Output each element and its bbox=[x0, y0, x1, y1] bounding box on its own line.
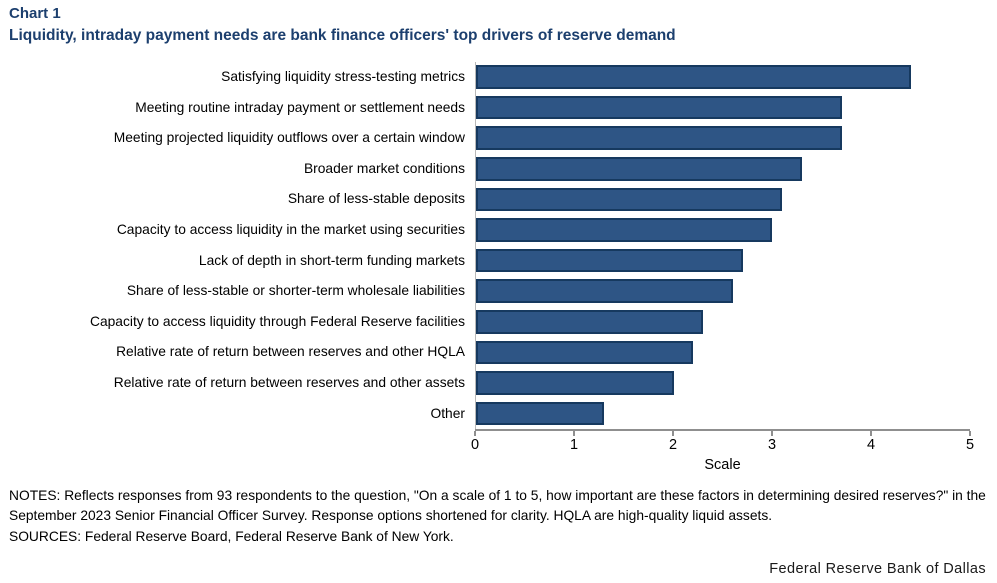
bar-row: Relative rate of return between reserves… bbox=[9, 337, 988, 368]
x-axis-tick bbox=[474, 430, 476, 436]
x-axis-tick-label: 2 bbox=[668, 436, 678, 453]
bar-track bbox=[475, 337, 970, 368]
bar-track bbox=[475, 306, 970, 338]
bar-row: Meeting routine intraday payment or sett… bbox=[9, 92, 988, 123]
bar-track bbox=[475, 275, 970, 307]
bar-row: Other bbox=[9, 398, 988, 429]
bar bbox=[476, 126, 842, 150]
x-axis-tick bbox=[573, 430, 575, 436]
chart-title: Liquidity, intraday payment needs are ba… bbox=[9, 26, 676, 44]
bar-rows: Satisfying liquidity stress-testing metr… bbox=[9, 61, 988, 429]
x-axis-tick bbox=[771, 430, 773, 436]
category-label: Meeting projected liquidity outflows ove… bbox=[113, 130, 465, 146]
x-axis-tick bbox=[969, 430, 971, 436]
bar-row: Capacity to access liquidity through Fed… bbox=[9, 306, 988, 338]
x-axis-tick-label: 4 bbox=[866, 436, 876, 453]
x-axis-line bbox=[475, 428, 970, 431]
chart-number: Chart 1 bbox=[9, 5, 61, 22]
bar-chart: Satisfying liquidity stress-testing metr… bbox=[9, 61, 988, 473]
category-label: Satisfying liquidity stress-testing metr… bbox=[221, 69, 465, 85]
category-label: Lack of depth in short-term funding mark… bbox=[198, 252, 465, 268]
x-axis-tick bbox=[672, 430, 674, 436]
category-label: Meeting routine intraday payment or sett… bbox=[135, 99, 465, 115]
x-axis-tick-label: 5 bbox=[965, 436, 975, 453]
category-label: Share of less-stable or shorter-term who… bbox=[126, 283, 465, 299]
category-label: Share of less-stable deposits bbox=[287, 191, 465, 207]
chart-sources: SOURCES: Federal Reserve Board, Federal … bbox=[9, 528, 454, 544]
bar-track bbox=[475, 245, 970, 276]
bar bbox=[476, 65, 911, 89]
category-label: Relative rate of return between reserves… bbox=[116, 344, 465, 360]
bar-track bbox=[475, 61, 970, 93]
bar-row: Broader market conditions bbox=[9, 153, 988, 185]
bar-row: Lack of depth in short-term funding mark… bbox=[9, 245, 988, 276]
bar-track bbox=[475, 214, 970, 246]
x-axis: 0 1 2 3 4 5 bbox=[471, 428, 974, 456]
bar bbox=[476, 309, 704, 334]
x-axis-tick-label: 0 bbox=[470, 436, 480, 453]
bar-row: Share of less-stable deposits bbox=[9, 184, 988, 215]
bar bbox=[476, 248, 743, 273]
chart-notes: NOTES: Reflects responses from 93 respon… bbox=[9, 487, 986, 523]
bar-row: Capacity to access liquidity in the mark… bbox=[9, 214, 988, 246]
bar-row: Meeting projected liquidity outflows ove… bbox=[9, 122, 988, 154]
bank-credit: Federal Reserve Bank of Dallas bbox=[769, 561, 986, 577]
x-axis-title: Scale bbox=[475, 457, 970, 473]
x-axis-tick-label: 1 bbox=[569, 436, 579, 453]
bar-track bbox=[475, 184, 970, 215]
bar-track bbox=[475, 398, 970, 429]
bar bbox=[476, 218, 773, 242]
bar bbox=[476, 279, 733, 303]
category-label: Broader market conditions bbox=[303, 160, 465, 176]
bar bbox=[476, 340, 694, 365]
bar-track bbox=[475, 92, 970, 123]
bar-row: Share of less-stable or shorter-term who… bbox=[9, 275, 988, 307]
x-axis-tick-label: 3 bbox=[767, 436, 777, 453]
bar-row: Relative rate of return between reserves… bbox=[9, 367, 988, 399]
category-label: Other bbox=[430, 405, 465, 421]
bar bbox=[476, 156, 803, 181]
bar bbox=[476, 371, 674, 395]
bar-row: Satisfying liquidity stress-testing metr… bbox=[9, 61, 988, 93]
x-axis-title-label: Scale bbox=[704, 456, 741, 473]
bar bbox=[476, 187, 783, 212]
bar bbox=[476, 401, 605, 426]
bar-track bbox=[475, 367, 970, 399]
category-label: Capacity to access liquidity in the mark… bbox=[116, 222, 465, 238]
bar bbox=[476, 95, 842, 120]
bar-track bbox=[475, 122, 970, 154]
bar-track bbox=[475, 153, 970, 185]
category-label: Relative rate of return between reserves… bbox=[113, 375, 465, 390]
x-axis-tick bbox=[870, 430, 872, 436]
category-label: Capacity to access liquidity through Fed… bbox=[90, 313, 465, 329]
